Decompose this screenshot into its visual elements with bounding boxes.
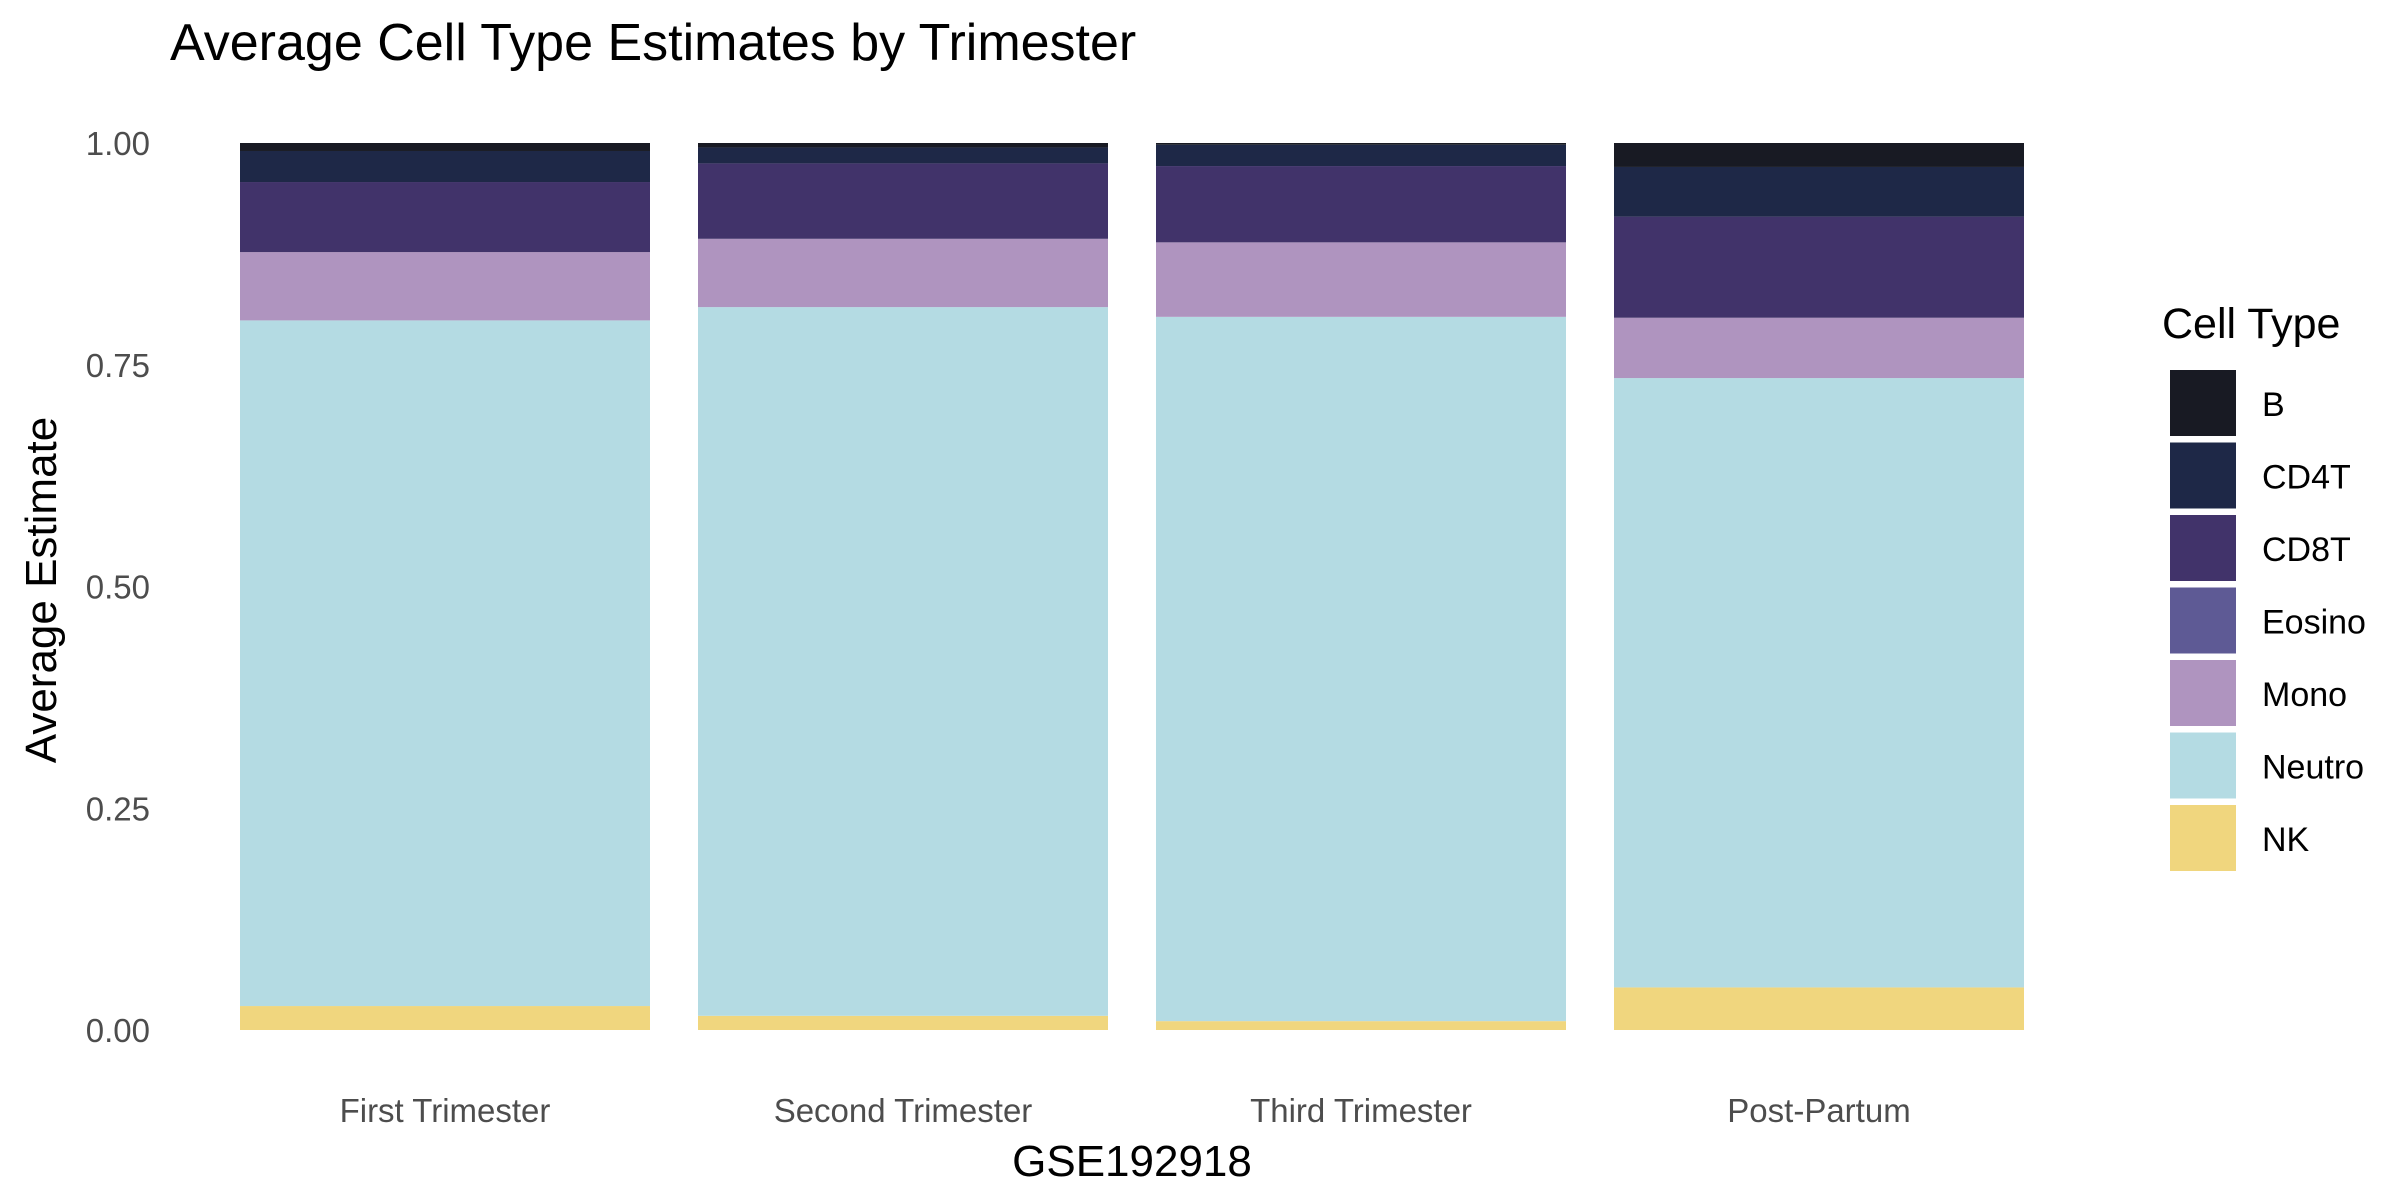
legend-swatch-b bbox=[2170, 370, 2236, 436]
bar-segment-mono bbox=[1156, 242, 1566, 317]
legend-swatch-nk bbox=[2170, 805, 2236, 871]
bar-segment-nk bbox=[1156, 1021, 1566, 1030]
x-tick-label: Third Trimester bbox=[1250, 1092, 1472, 1129]
legend-label: Eosino bbox=[2262, 604, 2366, 642]
legend-swatch-mono bbox=[2170, 660, 2236, 726]
bar-segment-b bbox=[1156, 143, 1566, 145]
y-tick-label: 0.00 bbox=[86, 1012, 150, 1049]
bar-segment-nk bbox=[1614, 987, 2024, 1030]
x-tick-label: First Trimester bbox=[340, 1092, 551, 1129]
bar-segment-cd4t bbox=[698, 147, 1108, 164]
legend-swatch-neutro bbox=[2170, 732, 2236, 799]
bar-segment-neutro bbox=[1156, 316, 1566, 1022]
legend-title: Cell Type bbox=[2162, 300, 2340, 348]
bar-segment-cd8t bbox=[1156, 166, 1566, 243]
bar-segment-mono bbox=[698, 238, 1108, 308]
bars bbox=[240, 143, 2024, 1030]
bar-segment-cd8t bbox=[698, 163, 1108, 239]
chart-title: Average Cell Type Estimates by Trimester bbox=[170, 14, 1136, 72]
bar-segment-cd4t bbox=[1156, 144, 1566, 167]
legend-swatch-cd8t bbox=[2170, 515, 2236, 581]
legend-label: CD4T bbox=[2262, 459, 2351, 497]
bar-segment-neutro bbox=[240, 320, 650, 1007]
bar-segment-nk bbox=[698, 1015, 1108, 1030]
x-tick-label: Second Trimester bbox=[774, 1092, 1033, 1129]
bar-segment-b bbox=[240, 143, 650, 151]
y-tick-label: 1.00 bbox=[86, 125, 150, 162]
y-axis-ticks: 0.00 0.25 0.50 0.75 1.00 bbox=[86, 125, 150, 1049]
legend-label: NK bbox=[2262, 821, 2310, 859]
y-tick-label: 0.75 bbox=[86, 347, 150, 384]
legend-swatch-eosino bbox=[2170, 587, 2236, 654]
legend-label: B bbox=[2262, 386, 2285, 424]
bar-segment-b bbox=[698, 143, 1108, 148]
bar-segment-b bbox=[1614, 143, 2024, 167]
x-tick-label: Post-Partum bbox=[1727, 1092, 1910, 1129]
bar-segment-cd4t bbox=[240, 150, 650, 183]
bar-segment-neutro bbox=[698, 307, 1108, 1016]
bar-segment-cd8t bbox=[1614, 216, 2024, 318]
legend-label: Mono bbox=[2262, 676, 2347, 714]
y-tick-label: 0.25 bbox=[86, 790, 150, 827]
bar-segment-nk bbox=[240, 1006, 650, 1030]
y-tick-label: 0.50 bbox=[86, 569, 150, 606]
bar-segment-cd8t bbox=[240, 182, 650, 253]
x-axis-label: GSE192918 bbox=[1012, 1137, 1252, 1186]
y-axis-label: Average Estimate bbox=[17, 417, 66, 763]
bar-segment-cd4t bbox=[1614, 166, 2024, 217]
x-axis-ticks: First Trimester Second Trimester Third Tri… bbox=[340, 1092, 1911, 1129]
bar-segment-mono bbox=[240, 252, 650, 321]
legend-label: Neutro bbox=[2262, 749, 2364, 787]
legend: Cell Type B CD4T CD8T Eosino Mono Neutro NK bbox=[2162, 300, 2366, 871]
bar-segment-neutro bbox=[1614, 378, 2024, 988]
legend-label: CD8T bbox=[2262, 531, 2351, 569]
legend-swatch-cd4t bbox=[2170, 442, 2236, 509]
bar-segment-mono bbox=[1614, 317, 2024, 379]
